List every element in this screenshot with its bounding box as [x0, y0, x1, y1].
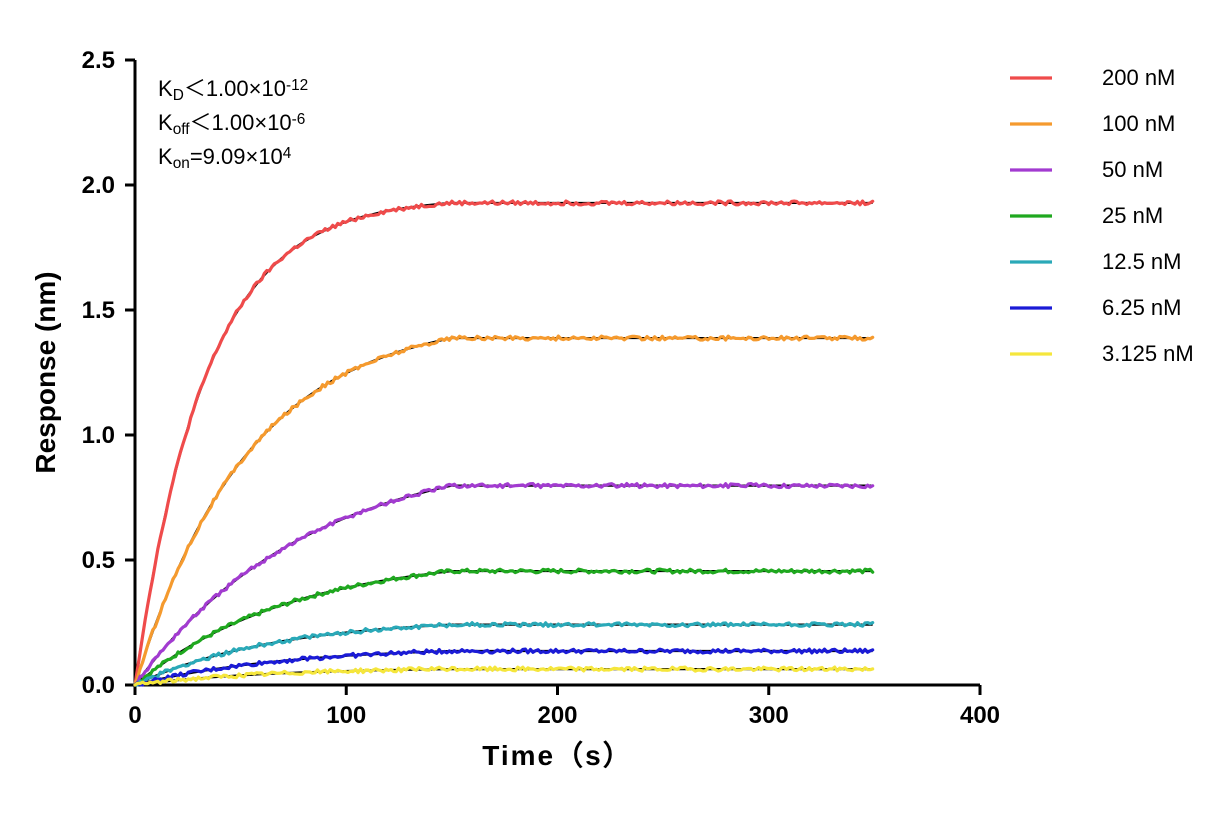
legend-label: 50 nM [1102, 157, 1163, 182]
legend-label: 3.125 nM [1102, 341, 1194, 366]
y-tick-label: 2.0 [82, 172, 115, 199]
x-tick-label: 200 [537, 702, 577, 729]
legend-label: 25 nM [1102, 203, 1163, 228]
x-tick-label: 0 [128, 702, 141, 729]
y-tick-label: 0.5 [82, 547, 115, 574]
chart-svg: 0 100 200 300 400 0.0 0.5 1.0 1.5 2.0 2.5 Time（s） Re… [0, 0, 1232, 825]
y-tick-label: 1.0 [82, 422, 115, 449]
y-tick-label: 2.5 [82, 47, 115, 74]
y-tick-label: 1.5 [82, 297, 115, 324]
y-axis-label: Response (nm) [30, 271, 61, 473]
binding-kinetics-chart: 0 100 200 300 400 0.0 0.5 1.0 1.5 2.0 2.5 Time（s） Re… [0, 0, 1232, 825]
legend-label: 100 nM [1102, 111, 1175, 136]
x-tick-label: 300 [749, 702, 789, 729]
legend-label: 12.5 nM [1102, 249, 1182, 274]
legend-label: 6.25 nM [1102, 295, 1182, 320]
x-tick-label: 400 [960, 702, 1000, 729]
x-tick-label: 100 [326, 702, 366, 729]
x-axis-label: Time（s） [482, 739, 632, 771]
y-tick-label: 0.0 [82, 672, 115, 699]
legend-label: 200 nM [1102, 65, 1175, 90]
